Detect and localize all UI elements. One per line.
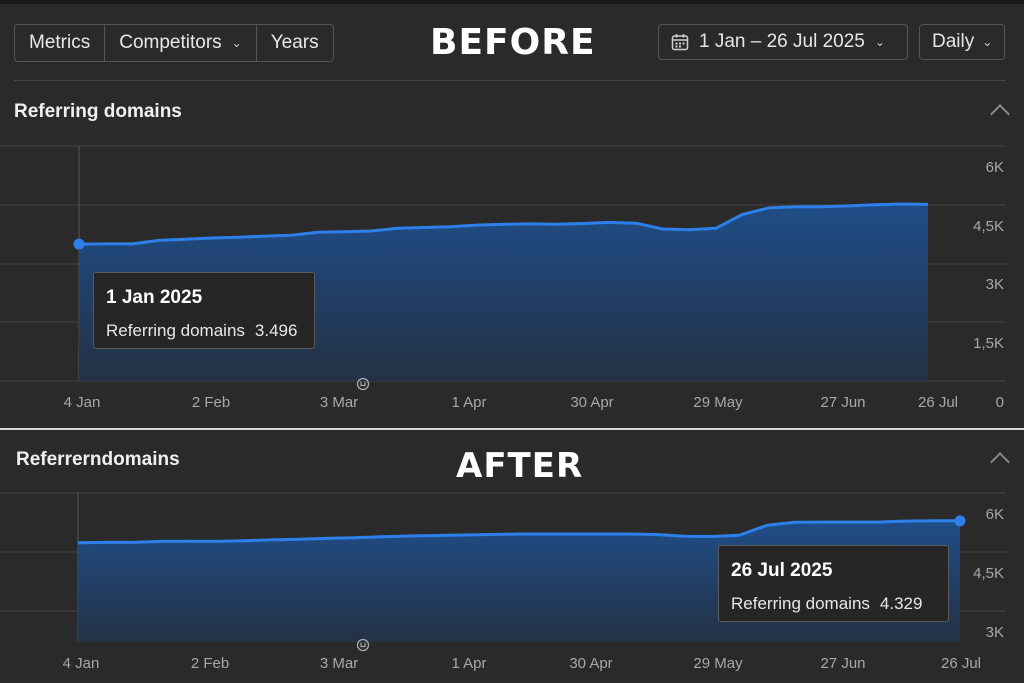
x-tick-label: 27 Jun <box>820 394 865 411</box>
section-title-after: Referrerndomains <box>16 449 180 470</box>
section-title-before: Referring domains <box>14 101 182 122</box>
view-toggle-group: Metrics Competitors ⌄ Years <box>14 24 334 62</box>
top-edge <box>0 0 1024 4</box>
annotation-marker-icon <box>356 377 370 391</box>
tooltip-date: 1 Jan 2025 <box>106 287 203 308</box>
annotation-marker-icon <box>356 638 370 652</box>
y-tick-label: 4,5K <box>973 218 1004 235</box>
x-tick-label: 1 Apr <box>451 655 486 672</box>
before-label: BEFORE <box>430 22 596 63</box>
y-tick-label: 3K <box>986 276 1004 293</box>
y-tick-label: 6K <box>986 159 1004 176</box>
x-tick-label: 3 Mar <box>320 655 358 672</box>
chevron-down-icon: ⌄ <box>231 36 242 50</box>
tooltip-value: 4.329 <box>879 594 923 613</box>
x-tick-label: 1 Apr <box>451 394 486 411</box>
chevron-down-icon: ⌄ <box>874 35 885 49</box>
annotation-marker-glyph <box>360 642 366 648</box>
x-tick-label: 2 Feb <box>191 655 229 672</box>
y-tick-label: 1,5K <box>973 335 1004 352</box>
date-range-picker[interactable]: 1 Jan – 26 Jul 2025 ⌄ <box>658 24 908 60</box>
tooltip-value: 3.496 <box>254 321 298 340</box>
tooltip-after: 26 Jul 2025 Referring domains 4.329 <box>718 545 949 622</box>
tooltip-before: 1 Jan 2025 Referring domains 3.496 <box>93 272 315 349</box>
toolbar-divider <box>14 80 1006 81</box>
x-tick-label: 4 Jan <box>63 655 100 672</box>
highlight-point <box>73 238 85 250</box>
x-tick-label: 30 Apr <box>569 655 612 672</box>
x-tick-label: 29 May <box>693 655 743 672</box>
annotation-marker-glyph <box>360 381 366 387</box>
tab-metrics[interactable]: Metrics <box>15 25 106 61</box>
calendar-icon <box>671 34 689 51</box>
x-tick-label: 3 Mar <box>320 394 358 411</box>
tooltip-metric: Referring domains <box>106 321 245 340</box>
tab-competitors[interactable]: Competitors ⌄ <box>105 25 257 61</box>
interval-select[interactable]: Daily ⌄ <box>919 24 1005 60</box>
x-tick-label: 26 Jul <box>941 655 981 672</box>
x-tick-label: 26 Jul <box>918 394 958 411</box>
x-tick-label: 4 Jan <box>64 394 101 411</box>
y-tick-label: 3K <box>986 624 1004 641</box>
tooltip-metric: Referring domains <box>731 594 870 613</box>
chevron-down-icon: ⌄ <box>982 35 993 49</box>
y-tick-label: 6K <box>986 506 1004 523</box>
y-tick-label: 0 <box>996 394 1004 411</box>
series-line <box>77 519 960 545</box>
series-line <box>78 202 929 246</box>
x-tick-label: 27 Jun <box>820 655 865 672</box>
after-label: AFTER <box>456 446 584 486</box>
highlight-point <box>954 515 966 527</box>
x-tick-label: 30 Apr <box>570 394 613 411</box>
interval-label: Daily <box>932 31 975 52</box>
tooltip-date: 26 Jul 2025 <box>731 560 833 581</box>
before-after-separator <box>0 428 1024 430</box>
date-range-label: 1 Jan – 26 Jul 2025 <box>699 31 865 52</box>
x-tick-label: 2 Feb <box>192 394 230 411</box>
y-tick-label: 4,5K <box>973 565 1004 582</box>
x-tick-label: 29 May <box>693 394 743 411</box>
tab-years[interactable]: Years <box>270 32 319 53</box>
